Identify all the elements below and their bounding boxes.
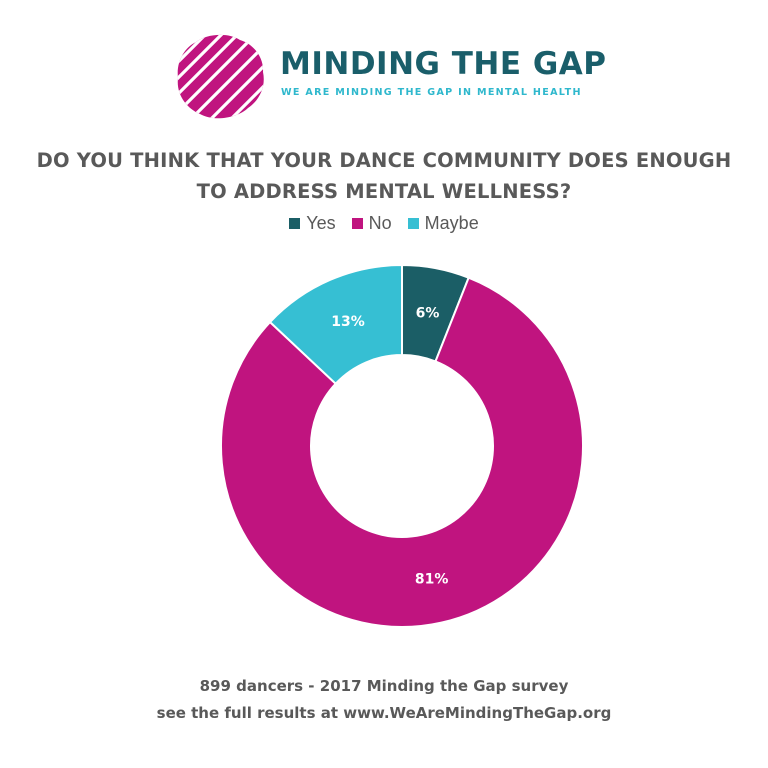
footer-survey-note: 899 dancers - 2017 Minding the Gap surve… [199, 677, 569, 695]
footer-website-note: see the full results at www.WeAreMinding… [156, 704, 612, 722]
legend-swatch-no [351, 218, 363, 229]
brand-title: MINDING THE GAP [280, 46, 607, 82]
footer: 899 dancers - 2017 Minding the Gap surve… [0, 673, 768, 727]
chart-title-line-2: TO ADDRESS MENTAL WELLNESS? [196, 180, 572, 203]
legend-label-no: No [368, 213, 392, 233]
brand-tagline: WE ARE MINDING THE GAP IN MENTAL HEALTH [281, 87, 582, 98]
legend-item-yes: Yes [289, 213, 336, 234]
legend-label-yes: Yes [306, 213, 336, 233]
data-label-yes: 6% [416, 305, 440, 321]
slice-maybe [268, 263, 403, 386]
chart-title-line-1: DO YOU THINK THAT YOUR DANCE COMMUNITY D… [36, 149, 732, 172]
brain-icon [177, 34, 264, 119]
header: MINDING THE GAP WE ARE MINDING THE GAP I… [0, 0, 768, 130]
chart-legend: Yes No Maybe [0, 213, 768, 234]
legend-swatch-yes [289, 218, 301, 229]
data-label-maybe: 13% [331, 314, 365, 330]
slice-no [220, 276, 584, 628]
legend-swatch-maybe [407, 218, 419, 229]
legend-item-maybe: Maybe [407, 213, 479, 234]
legend-label-maybe: Maybe [424, 213, 479, 233]
chart-title: DO YOU THINK THAT YOUR DANCE COMMUNITY D… [0, 145, 768, 207]
legend-item-no: No [351, 213, 392, 234]
data-label-no: 81% [415, 572, 449, 588]
